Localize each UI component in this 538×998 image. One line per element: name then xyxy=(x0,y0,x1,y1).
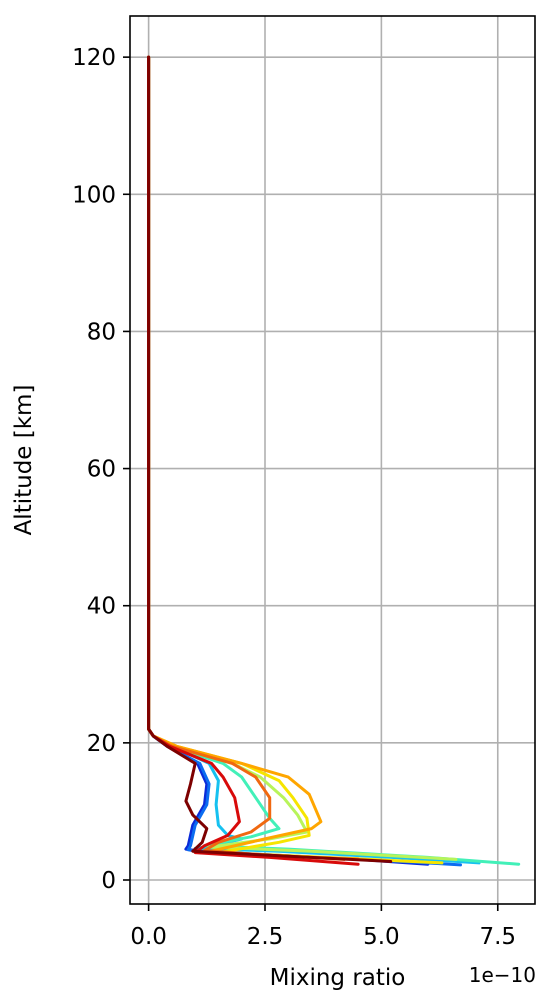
y-tick-label: 20 xyxy=(87,731,116,757)
x-offset-label: 1e−10 xyxy=(469,963,536,987)
y-axis-label: Altitude [km] xyxy=(11,385,37,536)
grid xyxy=(130,16,535,904)
series-line-8 xyxy=(147,55,346,861)
y-tick-label: 120 xyxy=(72,45,116,71)
x-tick-label: 5.0 xyxy=(363,924,400,950)
x-axis-label: Mixing ratio xyxy=(270,965,406,991)
series-lines xyxy=(147,55,521,867)
series-line-5 xyxy=(147,55,458,861)
y-tick-label: 100 xyxy=(72,182,116,208)
y-tick-label: 40 xyxy=(87,594,116,620)
series-line-2 xyxy=(147,55,462,867)
plot-frame xyxy=(129,15,536,905)
x-tick-label: 0.0 xyxy=(130,924,167,950)
series-line-6 xyxy=(147,55,444,865)
x-tick-label: 7.5 xyxy=(479,924,516,950)
x-tick-label: 2.5 xyxy=(247,924,284,950)
y-tick-label: 0 xyxy=(101,868,116,894)
series-line-10 xyxy=(147,55,393,863)
y-tick-label: 80 xyxy=(87,319,116,345)
series-line-7 xyxy=(147,55,360,861)
y-tick-label: 60 xyxy=(87,457,116,483)
series-line-3 xyxy=(147,55,481,865)
axis-ticks: 0.0 2.5 5.0 7.5 0 20 40 60 80 100 120 xyxy=(72,45,516,950)
